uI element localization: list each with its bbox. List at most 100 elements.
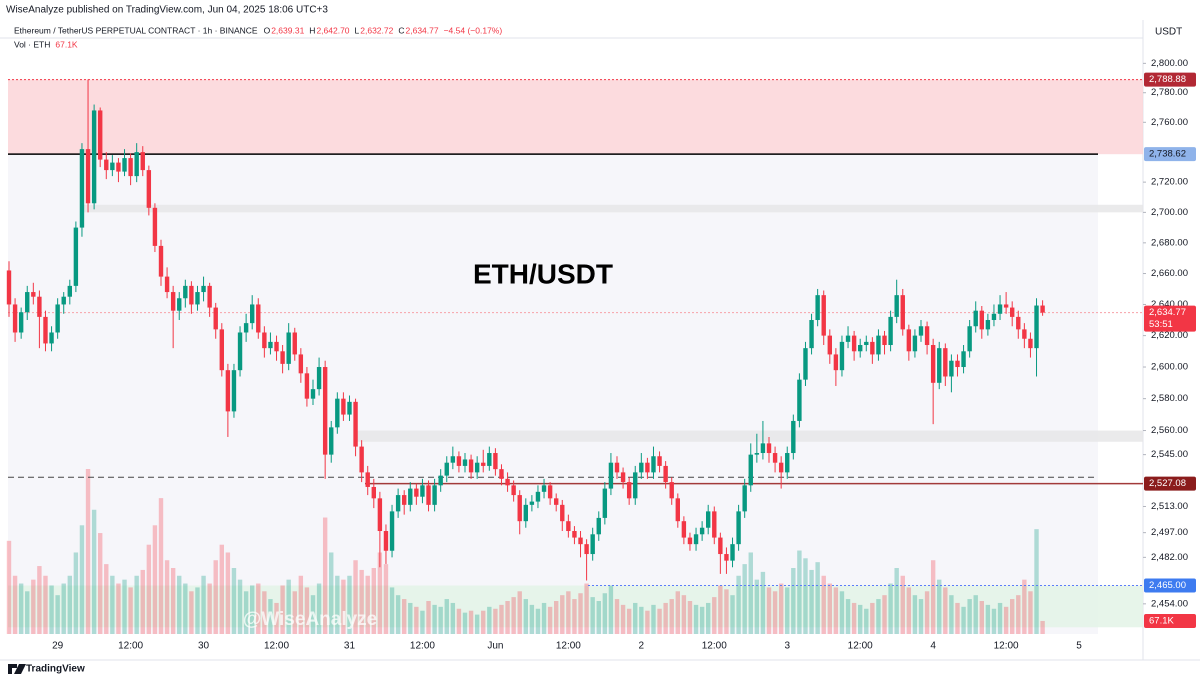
volume-bar [858,604,863,634]
volume-bar [395,595,401,634]
volume-bar [316,583,322,634]
volume-bar [146,544,152,634]
candle-body [12,304,18,333]
candle-body [140,152,145,171]
legend-volume-name: Vol · ETH [14,39,50,49]
legend-value: 2,634.77 [406,25,439,35]
y-tick-label: 2,580.00 [1151,393,1188,404]
volume-bar [590,597,595,634]
candle-body [359,446,364,473]
candle-body [85,149,91,204]
volume-bar [566,591,571,634]
volume-bar [420,610,425,634]
tradingview-logo [8,664,26,674]
candle-body [474,462,480,473]
candle-body [584,544,589,555]
candle-body [219,329,224,371]
candle-body [316,367,322,390]
legend-key: C [398,25,404,35]
volume-bar [693,604,699,634]
volume-bar [213,560,218,634]
candle-body [207,285,212,308]
candle-body [687,537,693,545]
candle-body [511,485,516,496]
candle-body [821,295,826,336]
candle-body [712,511,717,538]
candle-body [997,304,1003,314]
volume-bar [43,575,48,634]
candle-body [961,351,966,368]
candle-body [1003,304,1009,308]
candle-body [858,345,863,352]
candle-body [304,373,310,399]
volume-bar [930,560,936,634]
volume-bar [49,585,54,634]
volume-bar [1028,591,1033,634]
volume-bar [523,599,528,634]
candle-body [213,307,218,330]
candle-body [937,348,942,383]
volume-bar [772,591,778,634]
candle-body [438,475,443,486]
candle-body [250,304,255,324]
volume-bar [991,608,997,634]
volume-bar [876,599,881,634]
volume-bar [736,575,741,634]
candle-body [426,485,431,505]
legend-key: L [355,25,360,35]
y-tick-label: 2,640.00 [1151,299,1188,310]
candle-body [797,379,802,421]
volume-bar [949,595,954,634]
legend-change: −4.54 (−0.17%) [444,25,503,35]
candle-body [699,527,705,535]
volume-bar [706,602,711,634]
volume-bar [560,595,565,634]
volume-bar [371,568,376,634]
candle-body [547,485,553,499]
candle-body [620,472,626,483]
footer-brand: TradingView [26,664,85,675]
candle-body [371,486,376,499]
volume-bar [18,583,24,634]
candle-body [560,504,565,522]
volume-bar [833,587,839,634]
price-badge-label: 2,465.00 [1149,580,1186,591]
candle-body [128,158,133,177]
candle-body [724,554,729,561]
volume-bar [821,575,826,634]
candle-body [420,485,425,497]
volume-bar [250,585,255,634]
volume-bar [766,587,772,634]
candle-body [243,323,249,333]
candle-body [730,544,735,561]
volume-bar [426,601,431,634]
volume-bar [541,602,547,634]
y-tick-label: 2,700.00 [1151,207,1188,218]
backdrop [8,154,1098,634]
candle-body [706,511,711,528]
volume-bar [888,583,893,634]
volume-bar [207,583,212,634]
publisher-header: WiseAnalyze published on TradingView.com… [6,5,328,16]
price-badge [1144,72,1196,87]
volume-bar [639,606,644,634]
candle-body [402,495,407,505]
candle-body [955,360,960,368]
volume-bar [98,533,103,634]
volume-bar [608,585,614,634]
price-badge [1144,578,1196,593]
candle-body [73,227,79,286]
candle-body [37,296,42,317]
volume-bar [547,606,553,634]
volume-bar [243,591,249,634]
price-zone [8,585,1143,628]
volume-bar [924,591,930,634]
candle-body [870,341,875,355]
volume-bar [1040,620,1045,634]
candle-body [626,482,632,499]
x-tick-label: 4 [930,641,936,652]
volume-bar [237,579,243,634]
volume-bar [61,583,66,634]
volume-bar [122,579,127,634]
candle-body [809,320,814,349]
